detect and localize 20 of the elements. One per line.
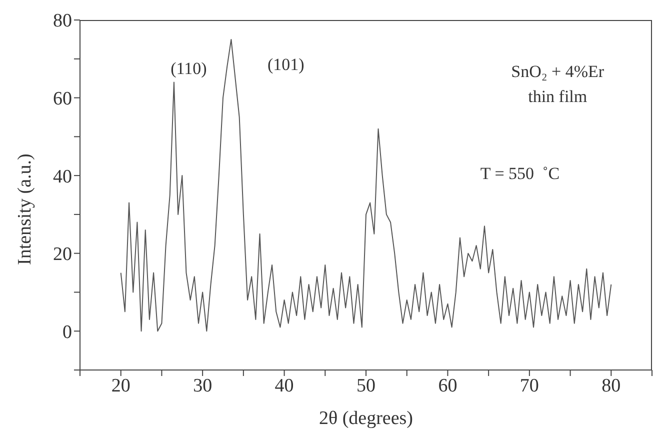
x-tick-label: 50 [356,375,376,396]
annotation: SnO₂ + 4%Er [511,62,604,82]
x-axis-title: 2θ (degrees) [318,408,414,429]
y-tick-label: 0 [62,322,72,343]
annotation: T = 550 ˚C [480,164,560,184]
y-tick-label: 80 [53,10,72,32]
x-tick-label: 70 [520,375,539,396]
x-tick-label: 20 [111,375,130,396]
y-tick-label: 20 [53,244,72,266]
y-axis-title: Intensity (a.u.) [14,154,36,265]
annotation: thin film [528,86,588,106]
x-tick-label: 60 [438,375,458,396]
x-tick-label: 80 [602,375,621,396]
x-tick-label: 40 [274,375,294,396]
line-series [120,38,612,332]
y-tick-label: 60 [53,88,72,110]
x-tick-label: 30 [193,375,212,396]
y-tick-label: 40 [53,166,72,188]
annotation: (101) [267,55,304,75]
annotation: (110) [170,58,207,78]
